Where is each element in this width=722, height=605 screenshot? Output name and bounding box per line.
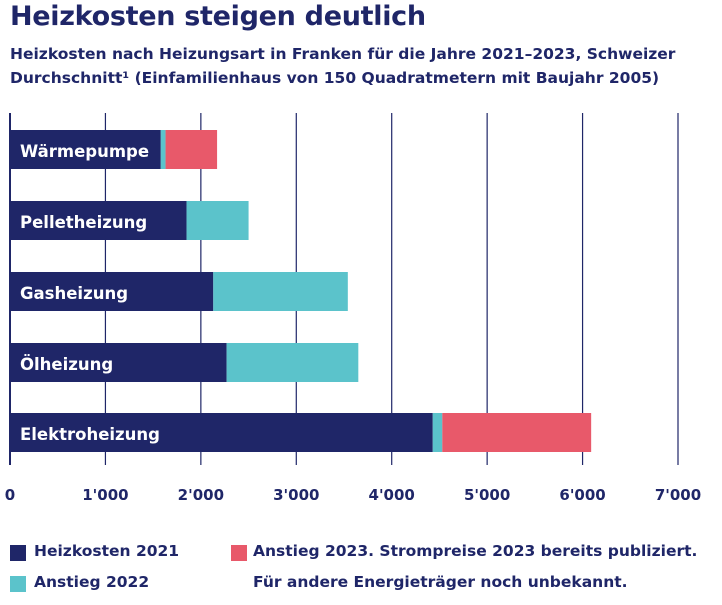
chart-subtitle: Heizkosten nach Heizungsart in Franken f… [10, 45, 676, 87]
bar-1-3 [226, 343, 359, 382]
bar-0-2 [10, 272, 214, 311]
bar-0-3 [10, 343, 227, 382]
bar-0-0 [10, 130, 161, 169]
x-tick-label: 6'000 [559, 486, 605, 504]
bar-0-4 [10, 413, 433, 452]
x-tick-label: 3'000 [273, 486, 319, 504]
category-label: Ölheizung [20, 355, 113, 374]
legend-label-2021: Heizkosten 2021 [34, 542, 180, 560]
bar-1-2 [213, 272, 348, 311]
category-label: Gasheizung [20, 284, 128, 303]
category-label: Pelletheizung [20, 213, 147, 232]
chart-title: Heizkosten steigen deutlich [10, 1, 426, 32]
x-tick-label: 7'000 [655, 486, 701, 504]
bar-2-4 [442, 413, 592, 452]
category-label: Elektroheizung [20, 425, 160, 444]
x-tick-label: 2'000 [178, 486, 224, 504]
category-labels: Wärmepumpe Pelletheizung Gasheizung Ölheizu… [20, 142, 160, 444]
bar-1-4 [432, 413, 443, 452]
bar-1-0 [160, 130, 166, 169]
category-label: Wärmepumpe [20, 142, 149, 161]
bar-0-1 [10, 201, 187, 240]
bar-1-1 [186, 201, 249, 240]
x-tick-label: 0 [5, 486, 15, 504]
x-axis-ticks: 0 1'000 2'000 3'000 4'000 5'000 6'000 7'000 [5, 486, 701, 504]
x-tick-label: 1'000 [82, 486, 128, 504]
legend-label-2022: Anstieg 2022 [34, 573, 150, 591]
legend-note: Für andere Energieträger noch unbekannt. [253, 573, 628, 591]
legend-label-2023: Anstieg 2023. Strompreise 2023 bereits p… [253, 542, 698, 560]
legend-swatch-2023 [231, 545, 247, 561]
bar-2-0 [165, 130, 218, 169]
bars [10, 130, 592, 452]
x-tick-label: 5'000 [464, 486, 510, 504]
x-tick-label: 4'000 [369, 486, 415, 504]
legend-swatch-2021 [10, 545, 26, 561]
legend-swatch-2022 [10, 576, 26, 592]
